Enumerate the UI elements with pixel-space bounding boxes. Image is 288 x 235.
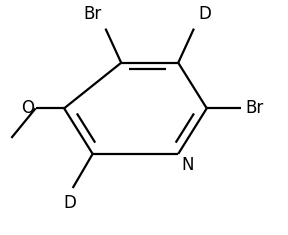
Text: N: N [181, 156, 194, 174]
Text: D: D [198, 5, 211, 23]
Text: D: D [63, 194, 76, 212]
Text: Br: Br [83, 5, 101, 23]
Text: Br: Br [245, 99, 264, 117]
Text: O: O [21, 99, 34, 117]
